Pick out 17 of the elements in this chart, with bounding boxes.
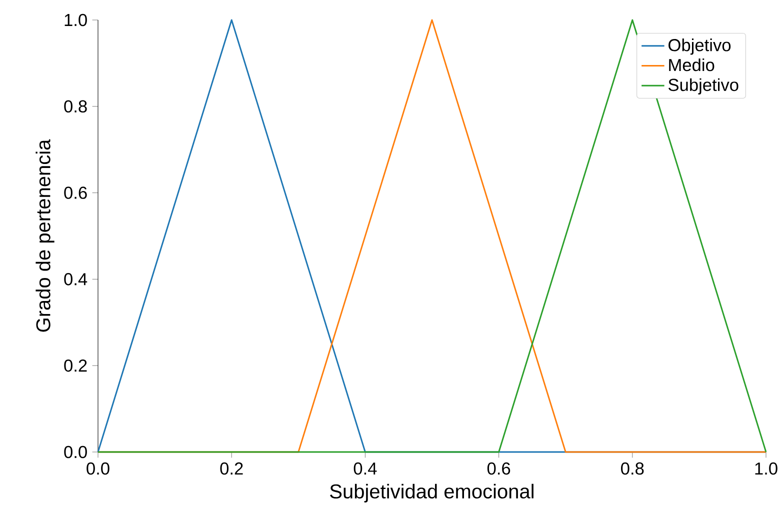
y-tick-label: 0.6 bbox=[64, 186, 87, 199]
y-tick-label: 1.0 bbox=[64, 14, 87, 26]
x-axis-title: Subjetividad emocional bbox=[330, 484, 534, 502]
legend-label: Objetivo bbox=[668, 38, 731, 55]
x-tick-label: 1.0 bbox=[755, 462, 778, 475]
y-tick-label: 0.4 bbox=[64, 273, 88, 286]
y-tick-label: 0.8 bbox=[64, 100, 87, 113]
y-tick-label: 0.0 bbox=[64, 446, 87, 458]
legend-label: Subjetivo bbox=[668, 78, 738, 94]
x-tick-label: 0.2 bbox=[220, 462, 243, 475]
y-tick-label: 0.2 bbox=[64, 359, 87, 372]
x-tick-label: 0.0 bbox=[86, 462, 110, 475]
y-axis-title: Grado de pertenencia bbox=[36, 139, 54, 332]
legend-label: Medio bbox=[669, 58, 714, 72]
x-tick-label: 0.6 bbox=[487, 462, 510, 475]
x-tick-label: 0.8 bbox=[621, 462, 644, 475]
x-tick-label: 0.4 bbox=[354, 462, 377, 475]
